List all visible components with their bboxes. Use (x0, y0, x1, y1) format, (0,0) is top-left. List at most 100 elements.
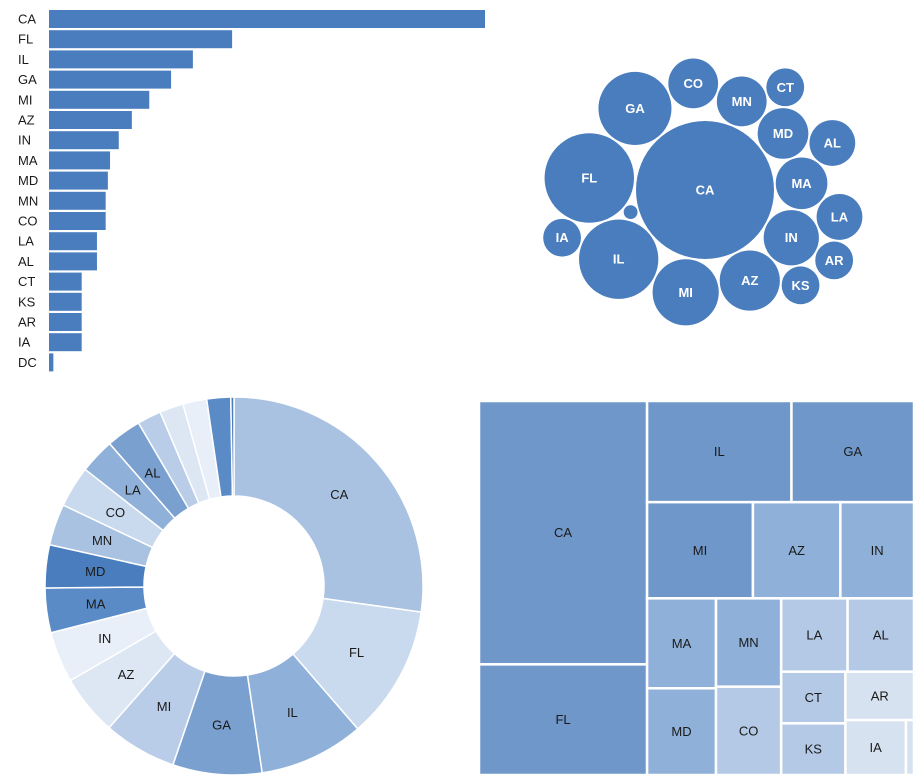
bar-ga (49, 70, 172, 89)
treemap-cell-ar (844, 670, 916, 722)
bar-mn (49, 191, 106, 210)
bubble-dc (623, 205, 638, 220)
bubble-ia (543, 218, 581, 257)
treemap-cell-dc (904, 718, 916, 777)
bar-co (49, 212, 106, 230)
donut-label-fl: FL (349, 645, 364, 660)
bar-label-la: LA (18, 234, 34, 249)
bubble-az (719, 250, 780, 311)
bubble-ar (815, 241, 854, 280)
donut-label-az: AZ (118, 667, 135, 682)
bar-label-in: IN (18, 133, 31, 148)
treemap-cell-ma (645, 597, 718, 690)
treemap-cell-il (645, 399, 793, 504)
bubble-fl (544, 133, 634, 223)
bubble-label-ia: IA (556, 230, 570, 245)
bubble-ca (636, 121, 774, 259)
bar-il (49, 50, 193, 69)
bar-label-il: IL (18, 52, 29, 67)
bubble-mi (652, 259, 719, 326)
treemap-cell-mi (645, 500, 755, 600)
bar-label-mi: MI (18, 92, 32, 107)
treemap-label-ks: KS (805, 742, 823, 757)
bar-ia (49, 333, 82, 352)
bubble-label-ks: KS (792, 278, 810, 293)
bubble-ga (598, 71, 672, 145)
bar-label-fl: FL (18, 32, 33, 47)
donut-label-in: IN (98, 631, 111, 646)
bar-label-ma: MA (18, 153, 38, 168)
bubble-il (579, 219, 659, 299)
donut-slice-ca (233, 396, 424, 614)
treemap-label-md: MD (671, 724, 691, 739)
bar-label-ga: GA (18, 72, 37, 87)
bar-ct (49, 272, 82, 291)
bar-ks (49, 292, 82, 311)
treemap-label-il: IL (714, 444, 725, 459)
bubble-label-co: CO (683, 76, 703, 91)
donut-label-la: LA (125, 483, 141, 498)
donut-label-co: CO (106, 505, 126, 520)
treemap-chart: CA FL IL GA MI AZ IN MA MD MN CO LA AL CT KS AR IA (477, 399, 916, 777)
donut-label-ma: MA (86, 597, 106, 612)
treemap-cell-ca (477, 399, 649, 666)
treemap-label-ia: IA (870, 740, 883, 755)
donut-label-mi: MI (157, 699, 171, 714)
bubble-label-la: LA (831, 209, 849, 224)
bubble-in (763, 210, 819, 266)
treemap-cell-fl (477, 663, 649, 777)
bubble-md (757, 108, 809, 159)
bubble-label-il: IL (613, 252, 625, 267)
donut-label-mn: MN (92, 533, 112, 548)
bubble-label-mi: MI (678, 285, 692, 300)
bar-dc (49, 353, 54, 372)
bar-label-mn: MN (18, 193, 38, 208)
treemap-label-ga: GA (843, 444, 862, 459)
donut-slice-dc (230, 396, 235, 497)
treemap-label-az: AZ (788, 543, 805, 558)
bar-ar (49, 313, 82, 331)
bar-al (49, 252, 97, 271)
bubble-label-ca: CA (696, 183, 715, 198)
bubble-label-mn: MN (732, 94, 752, 109)
donut-label-ca: CA (330, 487, 348, 502)
bar-ma (49, 151, 111, 170)
treemap-label-mi: MI (693, 543, 707, 558)
bar-la (49, 232, 97, 251)
bar-in (49, 131, 119, 150)
donut-chart: CA FL IL GA MI AZ IN MA MD MN CO LA AL (44, 396, 424, 776)
treemap-cell-la (779, 597, 849, 673)
bubble-la (816, 194, 863, 240)
bar-label-md: MD (18, 173, 38, 188)
bar-az (49, 111, 132, 129)
bar-fl (49, 30, 233, 49)
bubble-label-az: AZ (741, 273, 758, 288)
treemap-label-ct: CT (805, 690, 822, 705)
donut-label-md: MD (85, 564, 105, 579)
treemap-label-mn: MN (738, 635, 758, 650)
bubble-label-ga: GA (625, 101, 645, 116)
donut-label-al: AL (145, 465, 161, 480)
bubble-al (809, 120, 856, 166)
bar-label-dc: DC (18, 355, 37, 370)
treemap-cell-ga (790, 399, 916, 504)
donut-label-ga: GA (212, 717, 231, 732)
bubble-label-ar: AR (825, 253, 844, 268)
bubble-ks (781, 266, 820, 305)
bar-md (49, 171, 108, 190)
treemap-label-al: AL (873, 628, 889, 643)
bubble-label-al: AL (824, 135, 841, 150)
bubble-label-ct: CT (777, 80, 794, 95)
bubble-co (668, 58, 719, 109)
bar-chart: CA FL IL GA MI AZ IN MA MD MN CO LA AL CT KS AR IA DC (18, 10, 485, 372)
bubble-label-md: MD (773, 126, 793, 141)
treemap-label-ca: CA (554, 525, 572, 540)
bubble-label-fl: FL (581, 171, 597, 186)
bubble-mn (716, 76, 767, 127)
bar-label-ar: AR (18, 315, 36, 330)
treemap-cell-ct (779, 670, 847, 725)
bubble-chart: CA FL IL GA MI AZ IN MA MD MN CO LA AL CT KS AR IA (543, 58, 863, 326)
donut-label-il: IL (287, 705, 298, 720)
bubble-label-in: IN (785, 230, 798, 245)
